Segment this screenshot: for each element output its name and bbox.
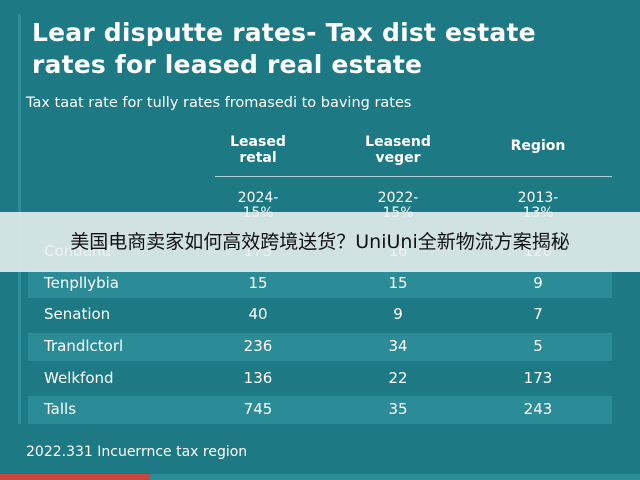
table-cell: 243: [523, 400, 553, 418]
column-header: Leasend: [365, 134, 431, 150]
bottom-bar: [150, 474, 640, 480]
row-label: Talls: [44, 400, 77, 418]
column-subheader: 2022-: [377, 190, 419, 206]
table-cell: 9: [533, 274, 543, 292]
table-cell: 7: [533, 305, 543, 323]
table-cell: 173: [523, 369, 553, 387]
header-rule: [215, 176, 612, 177]
table-cell: 236: [243, 337, 273, 355]
row-band: [28, 396, 612, 424]
column-header: veger: [375, 150, 421, 166]
overlay-banner: 美国电商卖家如何高效跨境送货？UniUni全新物流方案揭秘: [0, 212, 640, 272]
column-header: Region: [510, 138, 566, 154]
row-label: Welkfond: [44, 369, 114, 387]
bottom-bar: [0, 474, 150, 480]
table-cell: 136: [243, 369, 273, 387]
row-label: Senation: [44, 305, 111, 323]
row-band: [28, 333, 612, 361]
column-header: Leased: [230, 134, 286, 150]
table-cell: 15: [388, 274, 408, 292]
column-subheader: 2013-: [517, 190, 559, 206]
subtitle: Tax taat rate for tully rates fromasedi …: [26, 95, 412, 111]
row-label: Trandlctorl: [44, 337, 124, 355]
table-cell: 35: [388, 400, 408, 418]
table-cell: 40: [248, 305, 268, 323]
footer-note: 2022.331 Incuerrnce tax region: [26, 444, 248, 460]
row-band: [28, 270, 612, 298]
column-header: retal: [239, 150, 277, 166]
column-subheader: 2024-: [237, 190, 279, 206]
table-cell: 5: [533, 337, 543, 355]
table-cell: 9: [393, 305, 403, 323]
table-cell: 34: [388, 337, 408, 355]
row-label: Tenpllybia: [44, 274, 119, 292]
table-cell: 745: [243, 400, 273, 418]
table-cell: 15: [248, 274, 268, 292]
table-cell: 22: [388, 369, 408, 387]
title-line: rates for leased real estate: [32, 50, 423, 79]
title-line: Lear disputte rates- Tax dist estate: [32, 18, 536, 47]
